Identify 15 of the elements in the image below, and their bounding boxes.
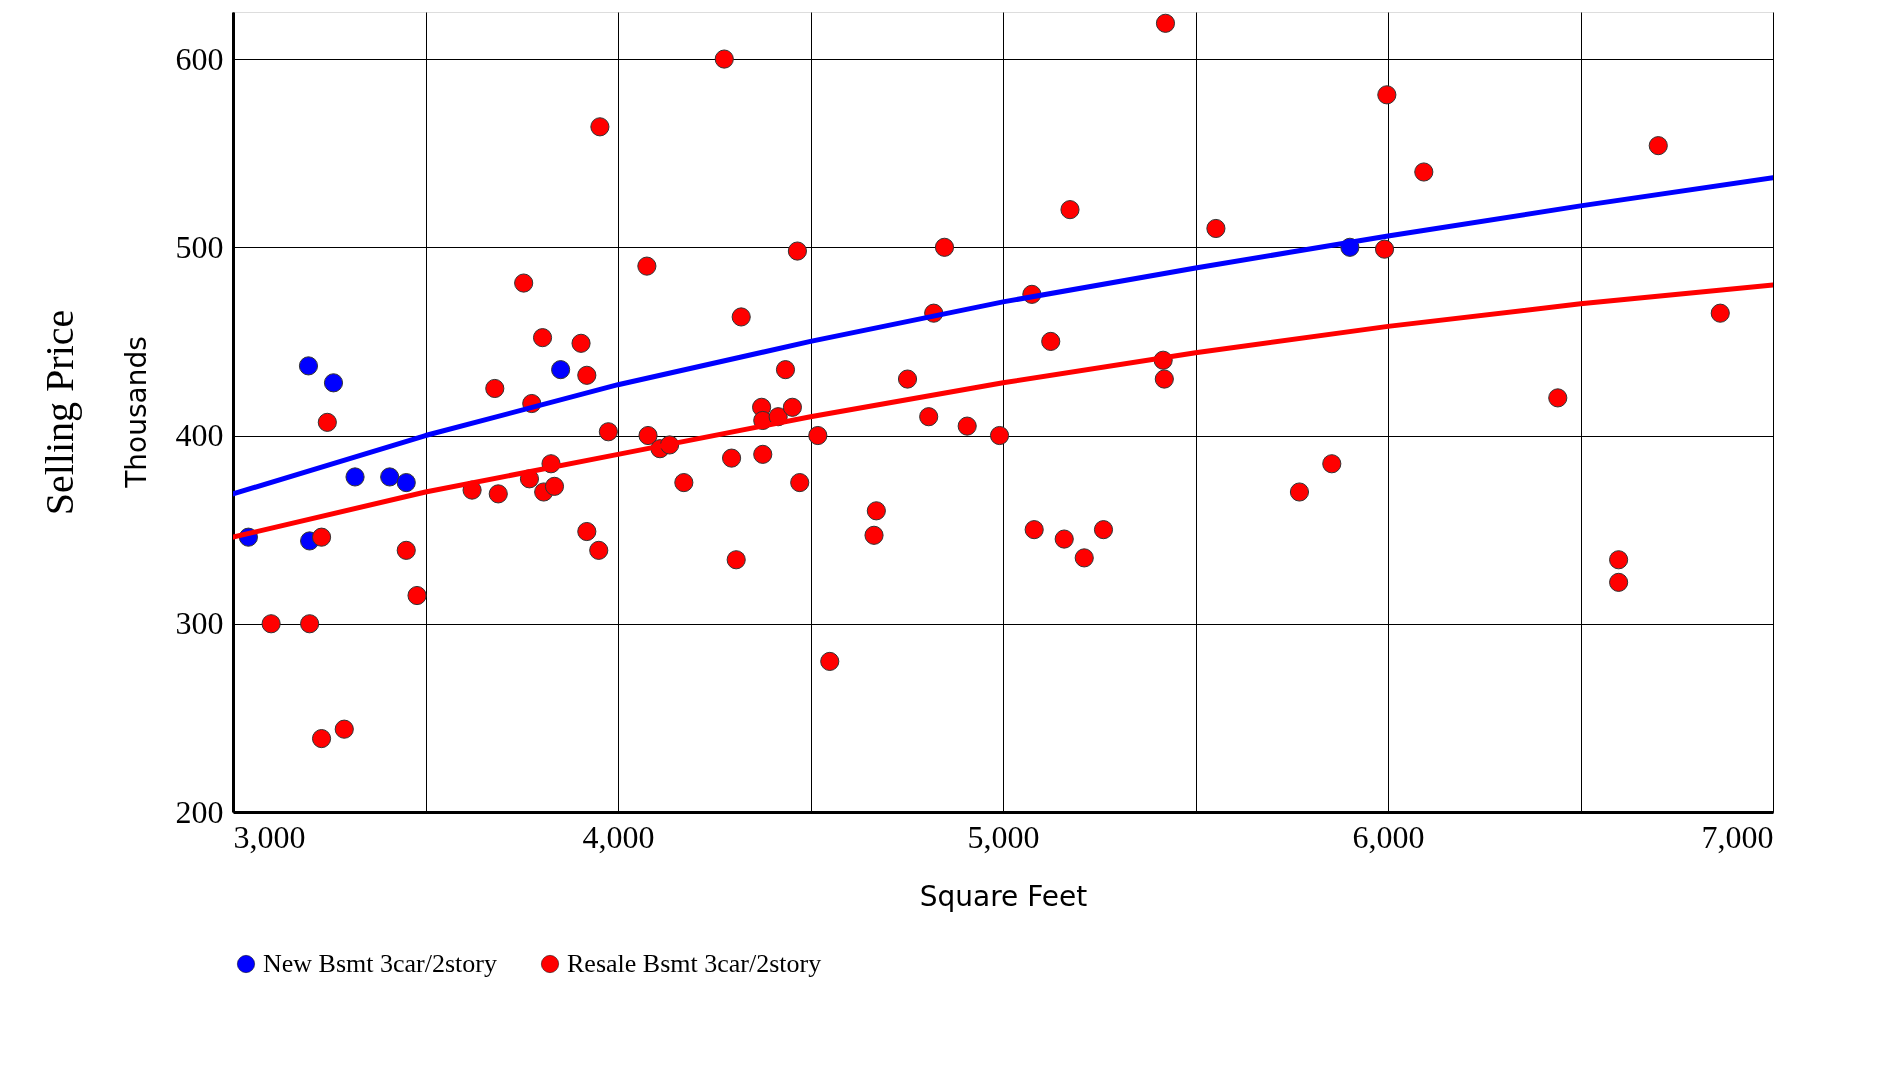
y-axis-title: Selling Price [36, 309, 82, 516]
y-tick-label: 300 [175, 605, 224, 642]
y-tick-label: 400 [175, 417, 224, 454]
y-tick-label: 200 [175, 793, 224, 830]
legend-label: Resale Bsmt 3car/2story [567, 949, 822, 978]
x-tick-label: 6,000 [1352, 818, 1425, 855]
x-tick-label: 7,000 [1701, 818, 1774, 855]
text: Thousands [120, 336, 153, 489]
x-tick-label: 4,000 [582, 818, 655, 855]
legend-label: New Bsmt 3car/2story [263, 949, 497, 978]
x-tick-label: 3,000 [233, 818, 306, 855]
y-tick-label: 600 [175, 40, 224, 77]
x-axis-title: Square Feet [919, 879, 1088, 913]
y-tick-label: 500 [175, 228, 224, 265]
x-tick-label: 5,000 [967, 818, 1040, 855]
